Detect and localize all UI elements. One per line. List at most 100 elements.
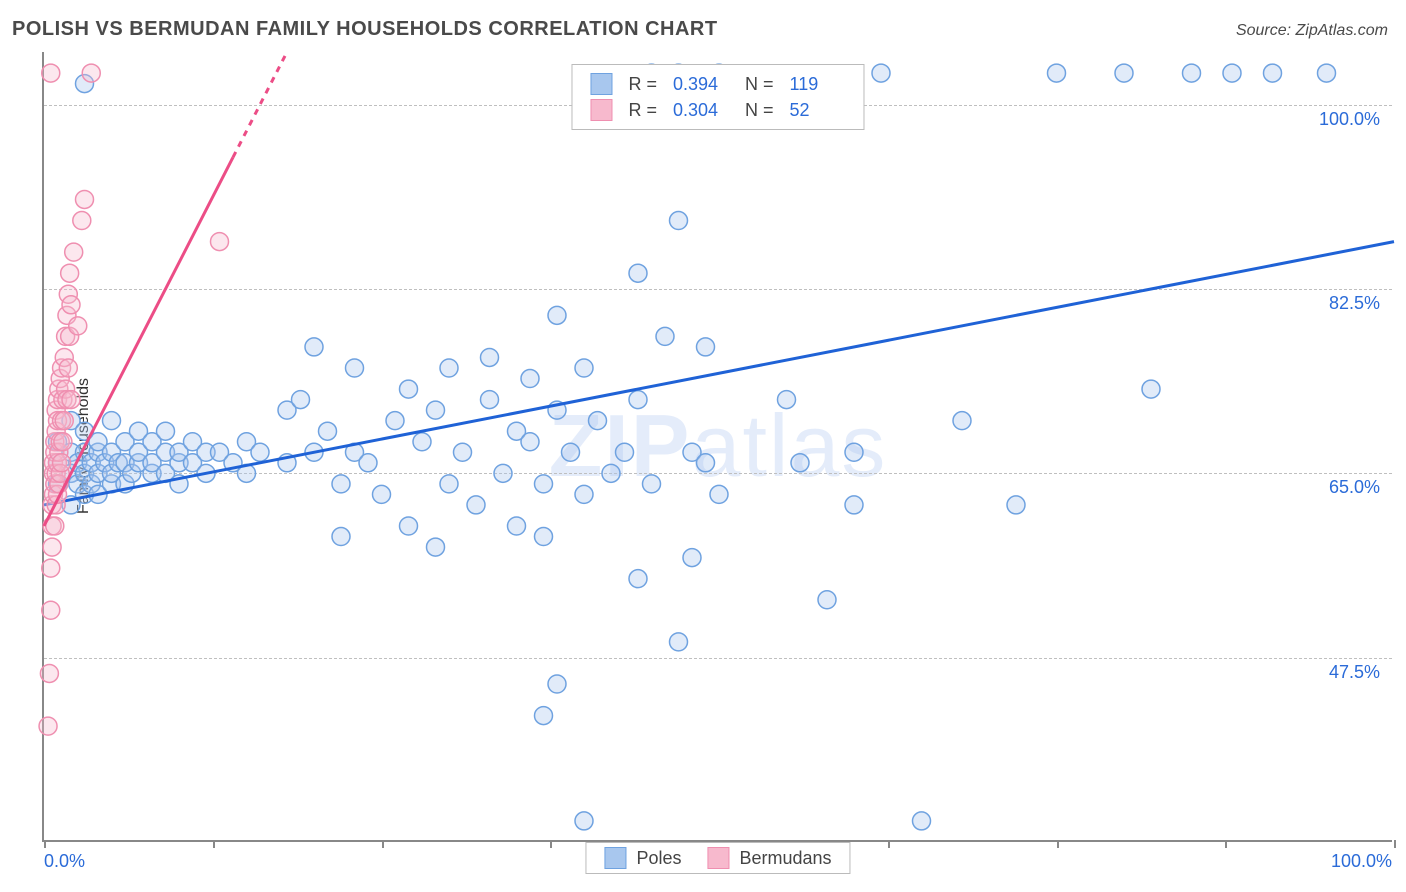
data-point	[481, 391, 499, 409]
plot-area: Family Households ZIPatlas 47.5%65.0%82.…	[42, 52, 1392, 842]
data-point	[467, 496, 485, 514]
x-end-label: 100.0%	[1331, 851, 1392, 872]
data-point	[535, 707, 553, 725]
x-tick	[1394, 840, 1396, 848]
data-point	[332, 475, 350, 493]
x-tick	[44, 840, 46, 848]
data-point	[656, 327, 674, 345]
legend-series-label: Bermudans	[739, 848, 831, 869]
legend-r-label: R =	[628, 100, 657, 121]
data-point	[629, 570, 647, 588]
data-point	[548, 675, 566, 693]
data-point	[1142, 380, 1160, 398]
data-point	[440, 359, 458, 377]
legend-n-value: 119	[790, 74, 846, 95]
data-point	[1115, 64, 1133, 82]
legend-bottom: Poles Bermudans	[585, 842, 850, 874]
data-point	[73, 212, 91, 230]
legend-swatch	[707, 847, 729, 869]
data-point	[292, 391, 310, 409]
legend-r-value: 0.394	[673, 74, 729, 95]
x-tick	[550, 840, 552, 848]
data-point	[62, 391, 80, 409]
data-point	[62, 296, 80, 314]
data-point	[670, 633, 688, 651]
data-point	[697, 454, 715, 472]
x-tick	[888, 840, 890, 848]
data-point	[872, 64, 890, 82]
legend-r-label: R =	[628, 74, 657, 95]
data-point	[521, 370, 539, 388]
legend-top: R = 0.394 N = 119R = 0.304 N = 52	[571, 64, 864, 130]
x-origin-label: 0.0%	[44, 851, 85, 872]
data-point	[535, 475, 553, 493]
data-point	[53, 454, 71, 472]
source-label: Source: ZipAtlas.com	[1236, 22, 1388, 40]
data-point	[427, 401, 445, 419]
data-point	[548, 306, 566, 324]
x-tick	[1225, 840, 1227, 848]
data-point	[710, 485, 728, 503]
data-point	[59, 359, 77, 377]
data-point	[39, 717, 57, 735]
data-point	[65, 243, 83, 261]
data-point	[535, 528, 553, 546]
data-point	[602, 464, 620, 482]
legend-r-value: 0.304	[673, 100, 729, 121]
data-point	[157, 422, 175, 440]
data-point	[346, 359, 364, 377]
data-point	[427, 538, 445, 556]
data-point	[1223, 64, 1241, 82]
data-point	[778, 391, 796, 409]
chart-title: POLISH VS BERMUDAN FAMILY HOUSEHOLDS COR…	[12, 18, 718, 41]
data-point	[818, 591, 836, 609]
x-tick	[382, 840, 384, 848]
legend-swatch	[590, 99, 612, 121]
chart-container: POLISH VS BERMUDAN FAMILY HOUSEHOLDS COR…	[0, 0, 1406, 892]
data-point	[494, 464, 512, 482]
data-point	[211, 233, 229, 251]
data-point	[481, 348, 499, 366]
data-point	[575, 485, 593, 503]
data-point	[845, 496, 863, 514]
data-point	[1264, 64, 1282, 82]
legend-bottom-item: Poles	[604, 847, 681, 869]
data-point	[683, 549, 701, 567]
data-point	[643, 475, 661, 493]
legend-swatch	[590, 73, 612, 95]
legend-top-row: R = 0.304 N = 52	[590, 97, 845, 123]
data-point	[42, 64, 60, 82]
data-point	[670, 212, 688, 230]
legend-series-label: Poles	[636, 848, 681, 869]
data-point	[76, 190, 94, 208]
data-point	[697, 338, 715, 356]
x-tick	[213, 840, 215, 848]
data-point	[440, 475, 458, 493]
legend-top-row: R =0.394N =119	[590, 71, 845, 97]
data-point	[103, 412, 121, 430]
data-point	[629, 264, 647, 282]
legend-n-label: N =	[745, 100, 774, 121]
data-point	[386, 412, 404, 430]
data-point	[1183, 64, 1201, 82]
data-point	[845, 443, 863, 461]
data-point	[575, 359, 593, 377]
data-point	[373, 485, 391, 503]
legend-swatch	[604, 847, 626, 869]
scatter-svg	[44, 52, 1392, 840]
data-point	[562, 443, 580, 461]
data-point	[521, 433, 539, 451]
data-point	[1007, 496, 1025, 514]
data-point	[629, 391, 647, 409]
data-point	[400, 380, 418, 398]
data-point	[332, 528, 350, 546]
data-point	[454, 443, 472, 461]
data-point	[508, 517, 526, 535]
legend-bottom-item: Bermudans	[707, 847, 831, 869]
data-point	[953, 412, 971, 430]
data-point	[616, 443, 634, 461]
legend-n-value: 52	[790, 100, 846, 121]
x-tick	[1057, 840, 1059, 848]
data-point	[589, 412, 607, 430]
data-point	[55, 412, 73, 430]
